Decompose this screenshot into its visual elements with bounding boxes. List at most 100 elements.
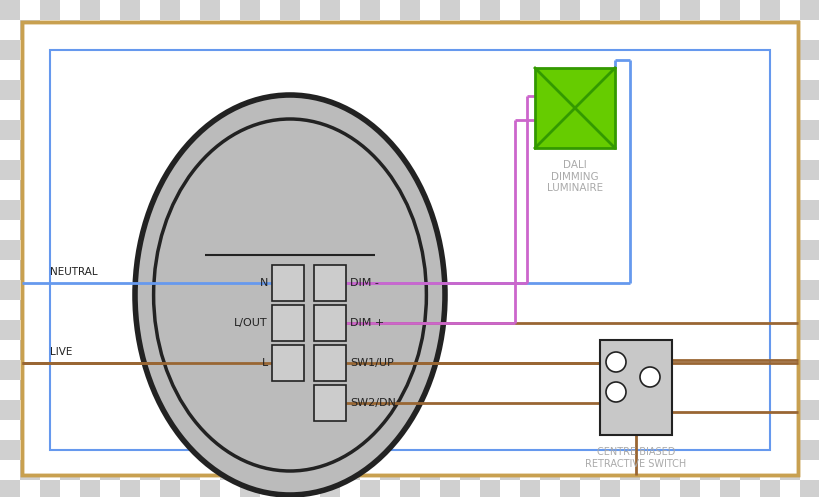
Bar	[0, 120, 20, 140]
Bar	[699, 300, 719, 320]
Bar	[80, 360, 100, 380]
Bar	[600, 360, 619, 380]
Bar	[80, 160, 100, 180]
Bar	[479, 280, 500, 300]
Bar	[440, 80, 459, 100]
Bar	[180, 340, 200, 360]
Bar	[479, 400, 500, 420]
Bar	[719, 360, 739, 380]
Bar	[0, 440, 20, 460]
Bar	[679, 160, 699, 180]
Bar	[160, 240, 180, 260]
Bar	[360, 440, 379, 460]
Bar	[519, 0, 540, 20]
Bar	[60, 220, 80, 240]
Bar	[360, 240, 379, 260]
Bar	[272, 265, 304, 301]
Bar	[419, 100, 440, 120]
Bar	[679, 200, 699, 220]
Bar	[559, 40, 579, 60]
Bar	[400, 360, 419, 380]
Bar	[40, 320, 60, 340]
Bar	[799, 240, 819, 260]
Bar	[600, 440, 619, 460]
Bar	[360, 320, 379, 340]
Bar	[719, 480, 739, 497]
Bar	[639, 240, 659, 260]
Bar	[500, 380, 519, 400]
Bar	[20, 100, 40, 120]
Bar	[160, 0, 180, 20]
Bar	[679, 240, 699, 260]
Bar	[400, 40, 419, 60]
Bar	[459, 60, 479, 80]
Bar	[500, 100, 519, 120]
Circle shape	[605, 352, 625, 372]
Bar	[559, 400, 579, 420]
Bar	[80, 0, 100, 20]
Bar	[739, 340, 759, 360]
Bar	[679, 0, 699, 20]
Bar	[559, 240, 579, 260]
Text: DALI
DIMMING
LUMINAIRE: DALI DIMMING LUMINAIRE	[546, 160, 602, 193]
Bar	[739, 60, 759, 80]
Bar	[219, 100, 240, 120]
Bar	[40, 360, 60, 380]
Text: DIM -: DIM -	[350, 278, 378, 288]
Bar	[279, 440, 300, 460]
Bar	[100, 220, 120, 240]
Bar	[100, 340, 120, 360]
Bar	[600, 280, 619, 300]
Bar	[80, 40, 100, 60]
Bar	[40, 480, 60, 497]
Bar	[739, 300, 759, 320]
Bar	[799, 40, 819, 60]
Bar	[160, 400, 180, 420]
Bar	[279, 0, 300, 20]
Bar	[240, 0, 260, 20]
Text: SW2/DN: SW2/DN	[350, 398, 396, 408]
Bar	[319, 40, 340, 60]
Bar	[60, 260, 80, 280]
Bar	[80, 400, 100, 420]
Bar	[519, 40, 540, 60]
Bar	[240, 360, 260, 380]
Bar	[659, 420, 679, 440]
Bar	[260, 180, 279, 200]
Bar	[60, 60, 80, 80]
Bar	[400, 120, 419, 140]
Bar	[160, 440, 180, 460]
Bar	[160, 160, 180, 180]
Bar	[219, 260, 240, 280]
Bar	[619, 100, 639, 120]
Bar	[360, 280, 379, 300]
Bar	[639, 360, 659, 380]
Bar	[319, 80, 340, 100]
Bar	[659, 260, 679, 280]
Bar	[240, 160, 260, 180]
Bar	[759, 480, 779, 497]
Bar	[180, 460, 200, 480]
Bar	[100, 300, 120, 320]
Bar	[300, 460, 319, 480]
Bar	[120, 320, 140, 340]
Text: N: N	[260, 278, 268, 288]
Bar	[419, 300, 440, 320]
Bar	[300, 60, 319, 80]
Bar	[759, 360, 779, 380]
Bar	[319, 160, 340, 180]
Bar	[300, 260, 319, 280]
Bar	[314, 345, 346, 381]
Bar	[140, 20, 160, 40]
Bar	[379, 100, 400, 120]
Bar	[639, 120, 659, 140]
Bar	[540, 140, 559, 160]
Bar	[799, 160, 819, 180]
Bar	[519, 320, 540, 340]
Bar	[500, 180, 519, 200]
Bar	[459, 380, 479, 400]
Bar	[799, 480, 819, 497]
Bar	[579, 380, 600, 400]
Bar	[519, 80, 540, 100]
Bar	[120, 400, 140, 420]
